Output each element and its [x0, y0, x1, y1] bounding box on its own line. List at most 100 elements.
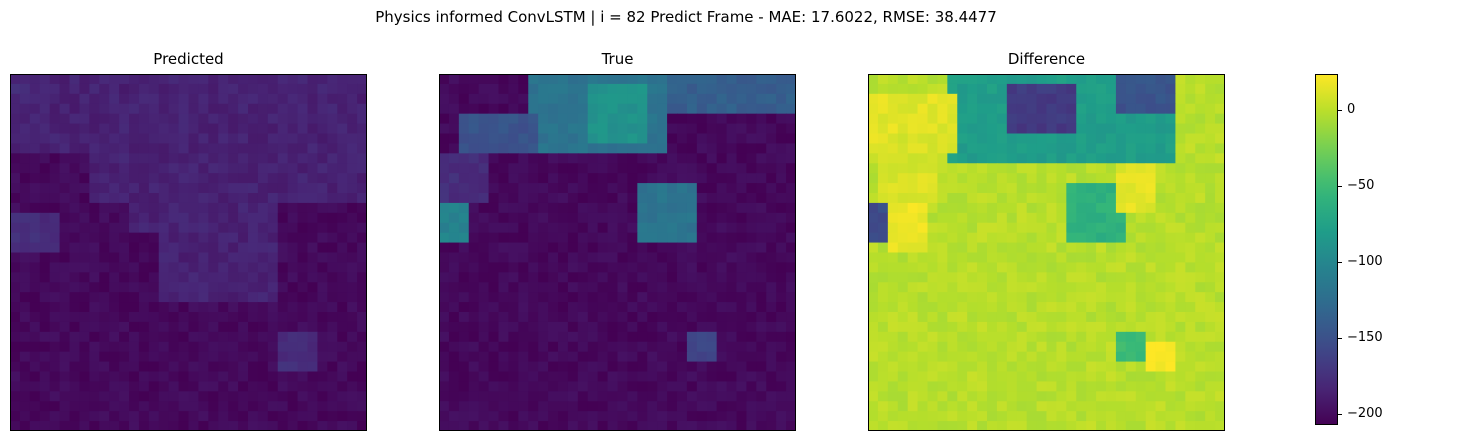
heatmap-cell — [277, 222, 289, 234]
heatmap-cell — [907, 321, 919, 333]
heatmap-cell — [79, 212, 90, 224]
heatmap-cell — [1175, 232, 1186, 244]
heatmap-cell — [746, 83, 757, 95]
heatmap-cell — [439, 133, 450, 145]
heatmap-cell — [1135, 292, 1147, 303]
heatmap-cell — [99, 391, 110, 402]
heatmap-cell — [297, 133, 309, 145]
heatmap-cell — [1215, 351, 1225, 363]
heatmap-cell — [937, 391, 948, 402]
heatmap-cell — [947, 321, 958, 333]
heatmap-cell — [508, 202, 519, 214]
heatmap-cell — [548, 113, 559, 125]
heatmap-cell — [1086, 252, 1097, 264]
heatmap-cell — [39, 302, 51, 313]
heatmap-cell — [109, 153, 120, 164]
heatmap-cell — [706, 232, 718, 244]
heatmap-cell — [657, 341, 668, 353]
heatmap-cell — [1046, 391, 1058, 402]
heatmap-cell — [647, 173, 658, 184]
heatmap-cell — [607, 371, 619, 383]
heatmap-cell — [548, 222, 559, 234]
heatmap-cell — [89, 321, 100, 333]
heatmap-cell — [987, 93, 998, 105]
heatmap-cell — [347, 202, 358, 214]
heatmap-cell — [138, 222, 150, 234]
heatmap-cell — [238, 143, 249, 154]
heatmap-cell — [967, 133, 978, 145]
heatmap-cell — [987, 411, 998, 422]
heatmap-cell — [508, 183, 519, 194]
heatmap-cell — [1155, 391, 1167, 402]
heatmap-cell — [188, 173, 200, 184]
heatmap-cell — [1115, 113, 1127, 125]
heatmap-cell — [297, 282, 309, 293]
heatmap-cell — [138, 331, 150, 343]
heatmap-cell — [1195, 351, 1206, 363]
heatmap-cell — [766, 371, 777, 383]
heatmap-cell — [1185, 153, 1196, 164]
heatmap-cell — [667, 252, 678, 264]
heatmap-cell — [89, 381, 100, 392]
heatmap-cell — [786, 183, 796, 194]
heatmap-cell — [138, 103, 150, 115]
heatmap-cell — [238, 341, 249, 353]
heatmap-cell — [907, 153, 919, 164]
heatmap-cell — [1066, 272, 1077, 283]
heatmap-cell — [297, 371, 309, 383]
heatmap-cell — [947, 292, 958, 303]
heatmap-cell — [776, 74, 787, 85]
heatmap-cell — [627, 202, 638, 214]
heatmap-cell — [577, 371, 589, 383]
heatmap-cell — [267, 351, 279, 363]
heatmap-cell — [1195, 262, 1206, 273]
heatmap-cell — [967, 83, 978, 95]
heatmap-cell — [188, 391, 200, 402]
heatmap-cell — [947, 371, 958, 383]
heatmap-cell — [129, 83, 140, 95]
heatmap-cell — [1115, 282, 1127, 293]
heatmap-cell — [667, 391, 678, 402]
heatmap-cell — [528, 113, 539, 125]
heatmap-cell — [917, 302, 929, 313]
heatmap-cell — [957, 401, 968, 412]
heatmap-cell — [89, 252, 100, 264]
heatmap-cell — [129, 153, 140, 164]
heatmap-cell — [937, 242, 948, 254]
heatmap-cell — [786, 163, 796, 174]
heatmap-cell — [59, 292, 71, 303]
heatmap-cell — [109, 331, 120, 343]
heatmap-cell — [10, 183, 21, 194]
heatmap-cell — [877, 401, 889, 412]
heatmap-cell — [937, 321, 948, 333]
heatmap-cell — [1006, 391, 1018, 402]
heatmap-cell — [257, 312, 269, 323]
heatmap-cell — [327, 371, 338, 383]
heatmap-cell — [29, 421, 41, 431]
heatmap-cell — [967, 391, 978, 402]
heatmap-cell — [468, 312, 480, 323]
heatmap-cell — [917, 74, 929, 85]
heatmap-cell — [528, 351, 539, 363]
heatmap-cell — [907, 361, 919, 373]
heatmap-cell — [696, 242, 708, 254]
heatmap-cell — [577, 302, 589, 313]
heatmap-cell — [19, 143, 31, 154]
heatmap-cell — [1115, 321, 1127, 333]
heatmap-cell — [1106, 123, 1117, 135]
heatmap-cell — [887, 113, 899, 125]
heatmap-cell — [518, 193, 529, 204]
heatmap-cell — [937, 411, 948, 422]
heatmap-cell — [307, 133, 319, 145]
heatmap-cell — [637, 183, 648, 194]
heatmap-cell — [488, 262, 500, 273]
heatmap-cell — [627, 242, 638, 254]
heatmap-cell — [607, 173, 619, 184]
heatmap-cell — [158, 133, 170, 145]
heatmap-cell — [1006, 183, 1018, 194]
heatmap-cell — [667, 411, 678, 422]
heatmap-cell — [1215, 183, 1225, 194]
heatmap-cell — [257, 153, 269, 164]
heatmap-cell — [79, 282, 90, 293]
heatmap-cell — [907, 232, 919, 244]
